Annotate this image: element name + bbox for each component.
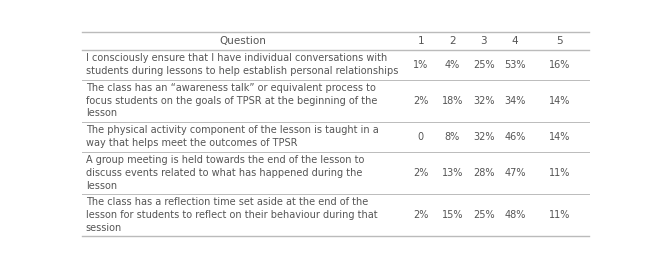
Text: 25%: 25% bbox=[473, 210, 494, 220]
Text: 13%: 13% bbox=[441, 168, 463, 178]
Text: 11%: 11% bbox=[549, 168, 570, 178]
Text: 18%: 18% bbox=[441, 96, 463, 106]
Text: 2%: 2% bbox=[413, 210, 428, 220]
Text: 0: 0 bbox=[418, 132, 424, 142]
Text: The class has an “awareness talk” or equivalent process to
focus students on the: The class has an “awareness talk” or equ… bbox=[86, 83, 377, 118]
Text: I consciously ensure that I have individual conversations with
students during l: I consciously ensure that I have individ… bbox=[86, 53, 398, 76]
Text: 46%: 46% bbox=[504, 132, 526, 142]
Text: A group meeting is held towards the end of the lesson to
discuss events related : A group meeting is held towards the end … bbox=[86, 155, 364, 191]
Text: 1%: 1% bbox=[413, 60, 428, 70]
Text: 25%: 25% bbox=[473, 60, 494, 70]
Text: The physical activity component of the lesson is taught in a
way that helps meet: The physical activity component of the l… bbox=[86, 125, 379, 148]
Text: 28%: 28% bbox=[473, 168, 494, 178]
Text: 14%: 14% bbox=[549, 132, 570, 142]
Text: 32%: 32% bbox=[473, 96, 494, 106]
Text: 4%: 4% bbox=[445, 60, 460, 70]
Text: 2%: 2% bbox=[413, 96, 428, 106]
Text: 14%: 14% bbox=[549, 96, 570, 106]
Text: 32%: 32% bbox=[473, 132, 494, 142]
Text: 5: 5 bbox=[557, 36, 563, 46]
Text: 3: 3 bbox=[481, 36, 487, 46]
Text: 2: 2 bbox=[449, 36, 456, 46]
Text: 1: 1 bbox=[417, 36, 424, 46]
Text: 11%: 11% bbox=[549, 210, 570, 220]
Text: 4: 4 bbox=[512, 36, 519, 46]
Text: 53%: 53% bbox=[504, 60, 526, 70]
Text: Question: Question bbox=[220, 36, 266, 46]
Text: The class has a reflection time set aside at the end of the
lesson for students : The class has a reflection time set asid… bbox=[86, 197, 377, 233]
Text: 34%: 34% bbox=[504, 96, 526, 106]
Text: 15%: 15% bbox=[441, 210, 463, 220]
Text: 2%: 2% bbox=[413, 168, 428, 178]
Text: 8%: 8% bbox=[445, 132, 460, 142]
Text: 48%: 48% bbox=[504, 210, 526, 220]
Text: 16%: 16% bbox=[549, 60, 570, 70]
Text: 47%: 47% bbox=[504, 168, 526, 178]
